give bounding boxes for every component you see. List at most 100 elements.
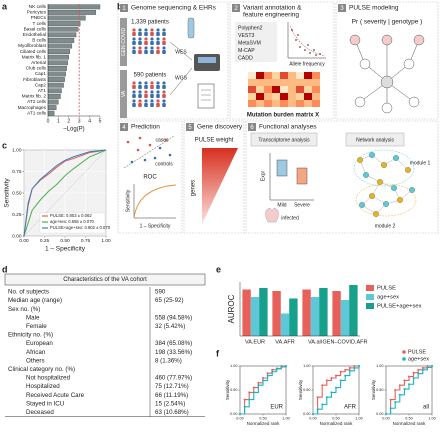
icon-dot xyxy=(143,158,147,162)
person-icon xyxy=(150,103,154,107)
y-tick-label: T cells xyxy=(33,21,47,26)
step-point xyxy=(417,368,420,371)
step-point xyxy=(266,372,269,375)
heatmap-cell xyxy=(304,93,312,100)
y-axis-label: Sensitivity xyxy=(225,379,230,400)
icon-dot xyxy=(153,156,157,160)
bar xyxy=(280,313,290,336)
step-point xyxy=(252,391,255,394)
step-title: Prediction xyxy=(131,124,160,131)
person-icon xyxy=(162,103,166,107)
heatmap-cell xyxy=(280,86,288,93)
step-point xyxy=(421,368,424,371)
bar xyxy=(47,21,81,26)
x-tick-label: 5 xyxy=(99,118,102,124)
table-cell: Median age (range) xyxy=(8,297,62,304)
person-icon xyxy=(132,37,136,41)
step-title: feature engineering xyxy=(243,12,299,19)
af-curve xyxy=(289,25,326,57)
y-tick-label: Ciliated cells xyxy=(20,49,47,54)
heatmap-cell xyxy=(264,93,272,100)
heatmap-cell xyxy=(248,72,256,79)
bar xyxy=(47,32,77,38)
step-title: Variant annotation & xyxy=(243,5,302,12)
y-tick-label: Cap1 xyxy=(35,71,47,76)
person-icon xyxy=(144,41,148,45)
heatmap-cell xyxy=(312,79,320,86)
table-cell: 384 (65.08%) xyxy=(155,340,192,347)
step-point xyxy=(426,366,429,369)
matrix-label: Mutation burden matrix X xyxy=(247,113,319,119)
heatmap-cell xyxy=(288,93,296,100)
heatmap-cell xyxy=(256,100,264,107)
network-node xyxy=(383,201,389,207)
icon-dot xyxy=(138,136,142,140)
step-number-box xyxy=(338,4,346,12)
person-icon xyxy=(132,81,136,85)
person-icon xyxy=(156,99,160,103)
y-tick-label: 0.00 xyxy=(12,233,22,239)
y-tick-label: AT2 cells xyxy=(27,99,47,104)
y-axis-label: Sensitivity xyxy=(371,379,376,400)
weight-triangle xyxy=(202,148,238,224)
x-axis-label: Normalized rank xyxy=(247,421,281,426)
person-icon xyxy=(150,81,154,85)
step-point xyxy=(312,413,314,415)
heatmap-cell xyxy=(264,86,272,93)
y-tick-label: Myofibroblast xyxy=(18,43,47,48)
x-tick-label: 1.00 xyxy=(101,238,111,244)
heatmap-cell xyxy=(248,86,256,93)
person-icon xyxy=(132,32,136,36)
icon-dot xyxy=(295,39,297,41)
af-axes xyxy=(287,22,326,59)
person-icon xyxy=(150,99,154,103)
y-tick-label: AT1 xyxy=(38,88,47,93)
heatmap-cell xyxy=(304,72,312,79)
table-cell: 8 (1.36%) xyxy=(155,357,182,364)
step-point xyxy=(421,366,424,369)
y-tick-label: 0.25 xyxy=(12,212,22,218)
y-tick-label: Arterial xyxy=(31,60,46,65)
icon-dot xyxy=(136,148,140,152)
step-number-box xyxy=(248,123,256,131)
legend-label: PULSE+age+sex: 0.802 ± 0.070 xyxy=(50,225,111,230)
person-icon xyxy=(150,94,154,98)
person-icon xyxy=(138,32,142,36)
x-axis-label: 1 – Specificity xyxy=(45,246,86,253)
person-icon xyxy=(162,37,166,41)
step-number-box xyxy=(120,4,128,12)
icon-dot xyxy=(297,34,299,36)
bar xyxy=(47,99,59,105)
person-icon xyxy=(156,90,160,94)
person-icon xyxy=(132,90,136,94)
box-axes xyxy=(269,153,314,201)
y-tick-label: Basal cells xyxy=(24,26,47,31)
bar xyxy=(47,10,96,15)
bar xyxy=(310,297,320,336)
legend-swatch xyxy=(366,303,374,309)
person-icon xyxy=(156,103,160,107)
bar xyxy=(47,60,68,66)
heatmap-cell xyxy=(256,93,264,100)
person-icon xyxy=(150,85,154,89)
patients-count: 1,339 patients xyxy=(131,20,169,26)
tool-name: VEST3 xyxy=(238,33,255,39)
person-icon xyxy=(162,41,166,45)
network-node xyxy=(405,167,411,173)
heatmap-cell xyxy=(288,100,296,107)
icon-dot xyxy=(148,143,152,147)
person-icon xyxy=(150,32,154,36)
step-point xyxy=(394,389,397,391)
heatmap-cell xyxy=(288,72,296,79)
person-icon xyxy=(144,46,148,50)
heatmap-cell xyxy=(272,72,280,79)
x-tick-label: VA.all xyxy=(308,339,322,345)
axis-label: Allele frequency xyxy=(289,61,325,67)
icon-dot xyxy=(309,52,311,54)
person-icon xyxy=(150,28,154,32)
cohort-bar xyxy=(120,70,127,118)
heatmap-cell xyxy=(280,72,288,79)
graph-edges xyxy=(354,39,420,108)
step-number: 1 xyxy=(122,6,126,12)
heatmap-cell xyxy=(264,79,272,86)
